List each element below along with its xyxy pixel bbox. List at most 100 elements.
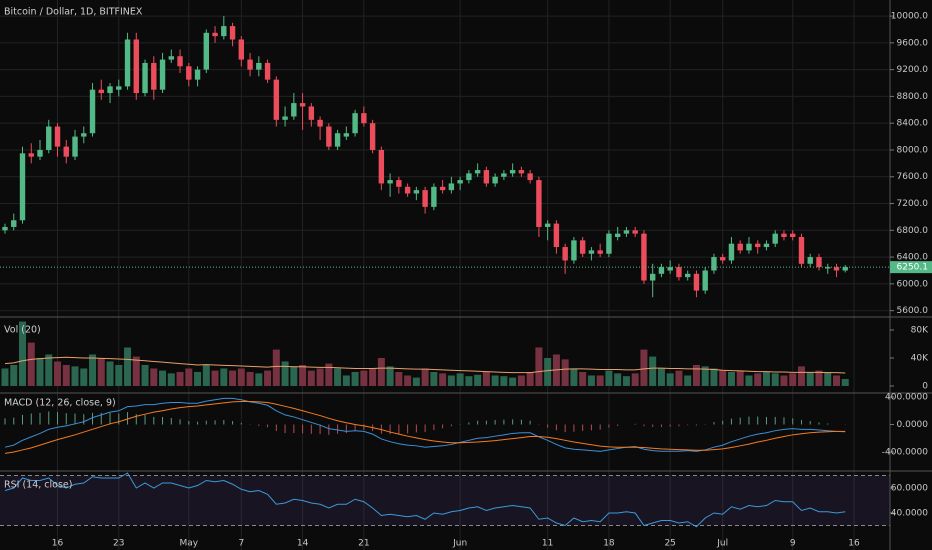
volume-bar (587, 375, 595, 386)
signal-line (4, 400, 846, 454)
volume-bar (622, 376, 630, 386)
volume-bar (54, 361, 62, 386)
candle-body (842, 267, 848, 271)
volume-bar (649, 356, 657, 386)
volume-bar (824, 371, 832, 386)
pane-title: RSI (14, close) (4, 480, 72, 491)
volume-bar (36, 357, 44, 386)
volume-bar (316, 368, 324, 386)
candle-body (536, 180, 542, 227)
candle-body (63, 146, 69, 157)
candle-body (737, 243, 743, 251)
volume-bar (465, 376, 473, 386)
candle-body (492, 176, 498, 184)
volume-bar (439, 373, 447, 386)
volume-bar (395, 371, 403, 386)
x-tick-label: 16 (848, 539, 860, 549)
candle-body (221, 26, 227, 37)
volume-bar (132, 356, 140, 386)
volume-bar (841, 378, 849, 386)
candle-body (19, 153, 26, 221)
candle-body (781, 233, 787, 237)
volume-bar (377, 357, 385, 386)
volume-bar (246, 371, 254, 386)
volume-bar (710, 368, 718, 386)
candle-body (133, 39, 139, 94)
y-tick-label: 8400.0 (897, 119, 929, 129)
candle-body (790, 233, 796, 237)
candle-body (361, 113, 367, 124)
candle-body (273, 79, 280, 120)
candle-body (527, 173, 533, 181)
volume-bar (631, 373, 639, 386)
volume-bar (115, 364, 123, 386)
volume-bar (719, 370, 727, 386)
volume-bar (185, 368, 193, 386)
candle-body (387, 180, 393, 184)
volume-bar (666, 373, 674, 386)
candle-body (667, 267, 673, 271)
candle-body (448, 183, 455, 191)
candle-body (334, 133, 341, 147)
candle-body (81, 133, 87, 137)
volume-bar (211, 370, 219, 386)
volume-bar (237, 368, 245, 386)
candle-body (413, 190, 420, 194)
candle-body (116, 86, 122, 90)
candle-body (614, 233, 621, 237)
volume-bar (124, 347, 132, 386)
last-price-tag (890, 261, 932, 274)
candle-body (676, 267, 682, 278)
volume-bar (342, 375, 350, 386)
volume-bar (430, 371, 438, 386)
volume-bar (229, 370, 237, 386)
candle-body (422, 190, 428, 207)
candle-body (396, 180, 402, 187)
candle-body (326, 126, 332, 147)
candle-body (544, 223, 551, 227)
candle-body (684, 273, 691, 278)
y-tick-label: 7600.0 (897, 172, 929, 182)
volume-bar (71, 366, 79, 386)
volume-bar (412, 377, 420, 386)
x-tick-label: 9 (790, 539, 796, 549)
volume-bar (605, 370, 613, 386)
candle-body (369, 123, 376, 150)
volume-bar (264, 370, 272, 386)
candle-body (352, 113, 358, 134)
candle-body (553, 223, 560, 248)
volume-bar (10, 364, 18, 386)
volume-bar (509, 377, 517, 386)
candle-body (2, 226, 8, 231)
y-tick-label: 60.0000 (891, 484, 928, 494)
volume-bar (360, 370, 368, 386)
volume-bar (97, 357, 105, 386)
volume-bar (325, 363, 333, 386)
candle-body (54, 126, 61, 147)
candle-body (238, 39, 245, 60)
x-tick-label: 21 (358, 539, 369, 549)
y-tick-label: 7200.0 (897, 199, 929, 209)
volume-bar (299, 364, 307, 386)
volume-bar (255, 373, 263, 386)
candle-body (72, 136, 78, 157)
volume-bar (675, 370, 683, 386)
candle-body (343, 133, 350, 137)
y-tick-label: 80K (911, 325, 929, 335)
candle-body (693, 273, 700, 291)
volume-bar (386, 366, 394, 386)
volume-bar (334, 368, 342, 386)
volume-bar (89, 354, 97, 386)
candle-body (404, 186, 411, 194)
candle-body (658, 267, 665, 274)
candle-body (763, 243, 770, 248)
candle-body (37, 149, 43, 157)
volume-bar (692, 364, 700, 386)
volume-bar (281, 361, 289, 386)
volume-bar (832, 375, 840, 386)
candle-body (229, 26, 236, 40)
y-tick-label: 8000.0 (897, 145, 929, 155)
